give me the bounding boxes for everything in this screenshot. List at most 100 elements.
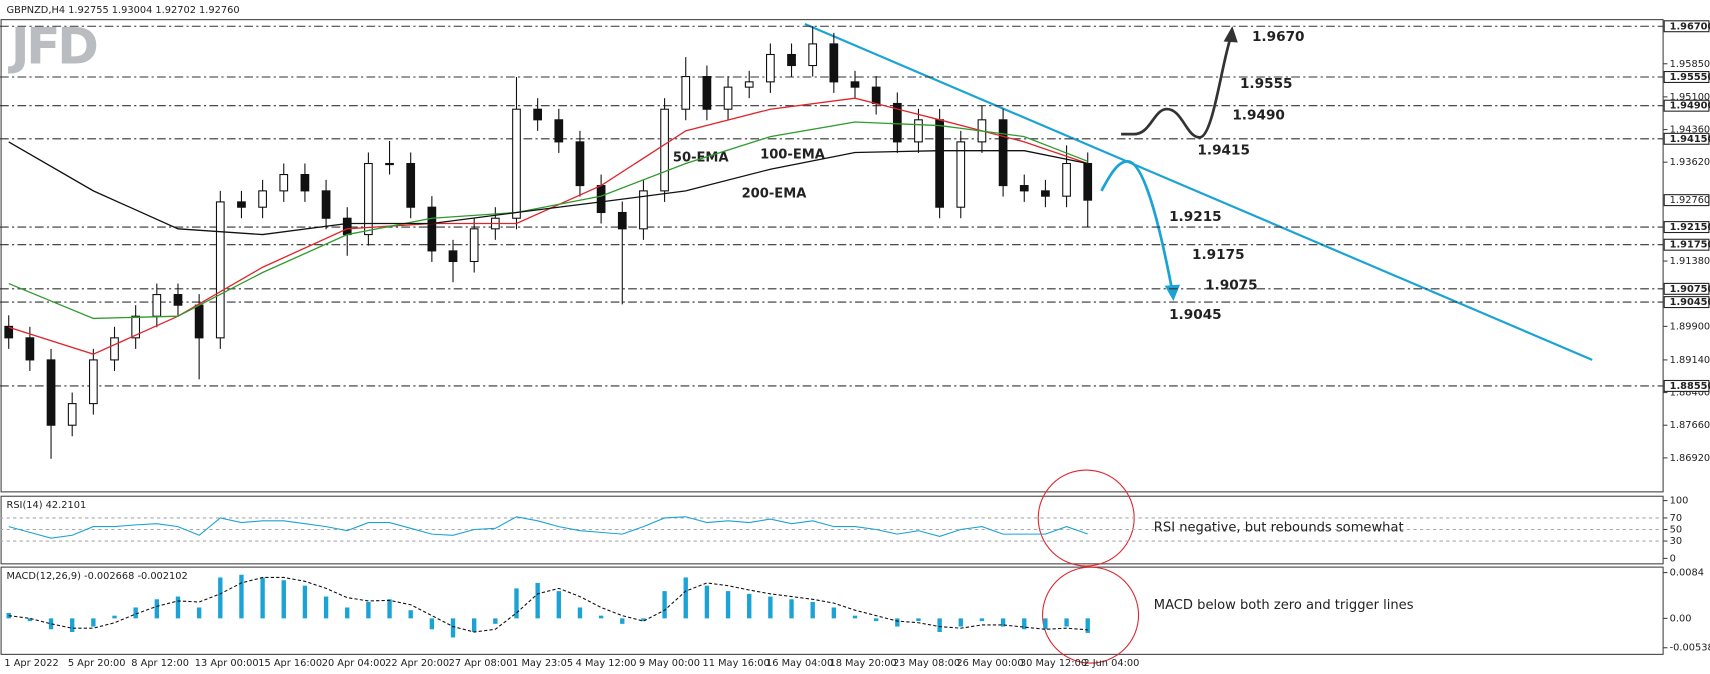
macd-bar [1043, 618, 1048, 630]
y-tick-label: 1.86920 [1670, 453, 1710, 464]
level-label: 1.94150 [1670, 134, 1710, 145]
logo: JFD [8, 17, 97, 76]
macd-bar [218, 577, 223, 619]
y-tick-label: 1.89900 [1670, 321, 1710, 332]
candle-body [617, 211, 627, 230]
macd-bar [133, 607, 138, 619]
macd-bar [747, 593, 752, 619]
x-tick-label: 15 Apr 16:00 [258, 658, 322, 669]
price-panel [0, 19, 1664, 493]
candle-body [469, 228, 479, 263]
macd-bar [768, 596, 773, 619]
level-label: 1.94900 [1670, 101, 1710, 112]
macd-bar [535, 582, 540, 619]
rsi-line [8, 516, 1088, 539]
level-label: 1.95550 [1670, 72, 1710, 83]
y-tick-label: 0.00 [1670, 613, 1692, 624]
chart-header: GBPNZD,H4 1.92755 1.93004 1.92702 1.9276… [7, 5, 240, 16]
candle-body [321, 190, 331, 219]
y-tick-label: 30 [1670, 536, 1682, 547]
macd-bar [873, 618, 879, 622]
trend-line [804, 22, 1593, 361]
candle-body [914, 119, 923, 143]
macd-highlight [1042, 566, 1140, 664]
y-tick-label: 1.89140 [1670, 355, 1710, 366]
candle-body [131, 315, 141, 339]
candle-body [723, 86, 733, 110]
candle-body [364, 162, 373, 236]
x-tick-label: 27 Apr 08:00 [449, 658, 513, 669]
macd-bar [1085, 618, 1090, 633]
level-label-box [1663, 20, 1710, 33]
macd-bar [239, 574, 244, 619]
ema-line [8, 141, 1088, 236]
x-tick-label: 8 Apr 12:00 [131, 658, 189, 669]
y-tick-label: 1.87660 [1670, 420, 1710, 431]
macd-bar [916, 618, 921, 622]
x-tick-label: 16 May 04:00 [766, 658, 833, 669]
y-tick-label: 0 [1670, 553, 1676, 564]
signal-line [8, 576, 1088, 633]
candle-body [871, 86, 881, 105]
y-tick-label: 1.94360 [1670, 125, 1710, 136]
macd-annotation: MACD below both zero and trigger lines [1154, 598, 1414, 613]
candle-body [25, 337, 35, 361]
bearish-arrow [1100, 160, 1173, 287]
macd-bar [70, 618, 75, 633]
macd-bar [302, 585, 308, 619]
candle-body [998, 119, 1008, 187]
level-label: 1.91750 [1670, 240, 1710, 251]
candle-body [173, 294, 183, 306]
level-annotation: 1.9555 [1240, 76, 1293, 92]
x-tick-label: 2 Jun 04:00 [1083, 658, 1139, 669]
candle-body [744, 81, 754, 88]
candle-body [258, 190, 267, 208]
macd-bar [27, 618, 33, 622]
macd-bar [620, 618, 625, 624]
macd-bar [556, 591, 561, 619]
candle-body [88, 359, 98, 405]
candle-body [342, 217, 352, 236]
x-tick-label: 11 May 16:00 [703, 658, 770, 669]
candle-body [1083, 162, 1093, 201]
candle-body [702, 76, 712, 110]
macd-bar [366, 602, 371, 619]
macd-bar [281, 580, 286, 619]
level-label: 1.96700 [1670, 21, 1710, 32]
macd-bar [345, 607, 350, 619]
macd-bar [91, 618, 96, 627]
candle-body [4, 325, 14, 339]
macd-bar [471, 618, 477, 633]
last-price-label: 1.92760 [1670, 195, 1710, 206]
candle-body [237, 201, 246, 208]
macd-panel [0, 566, 1664, 655]
candle-body [194, 304, 204, 339]
level-label-box [1663, 282, 1710, 295]
last-price-box [1663, 194, 1710, 207]
macd-bar [48, 618, 54, 630]
x-tick-label: 4 May 12:00 [576, 658, 637, 669]
candle-body [67, 403, 77, 426]
macd-bar [260, 577, 265, 619]
macd-bar [450, 618, 456, 638]
ema-label: 200-EMA [742, 187, 808, 202]
x-tick-label: 30 May 12:00 [1020, 658, 1087, 669]
ema-label: 100-EMA [760, 147, 826, 162]
level-annotation: 1.9215 [1169, 209, 1222, 225]
macd-bar [6, 612, 11, 619]
level-label-box [1663, 132, 1710, 145]
candle-body [956, 141, 966, 208]
macd-bar [577, 607, 583, 619]
y-tick-label: 1.95850 [1670, 59, 1710, 70]
level-annotation: 1.9490 [1232, 108, 1285, 124]
y-tick-label: 70 [1670, 513, 1682, 524]
macd-bar [196, 607, 202, 619]
candle-body [681, 76, 691, 110]
y-tick-label: 1.91380 [1670, 256, 1710, 267]
candle-body [829, 43, 839, 83]
candle-body [766, 53, 775, 83]
level-annotation: 1.9415 [1197, 143, 1250, 159]
level-annotation: 1.9175 [1192, 247, 1245, 263]
